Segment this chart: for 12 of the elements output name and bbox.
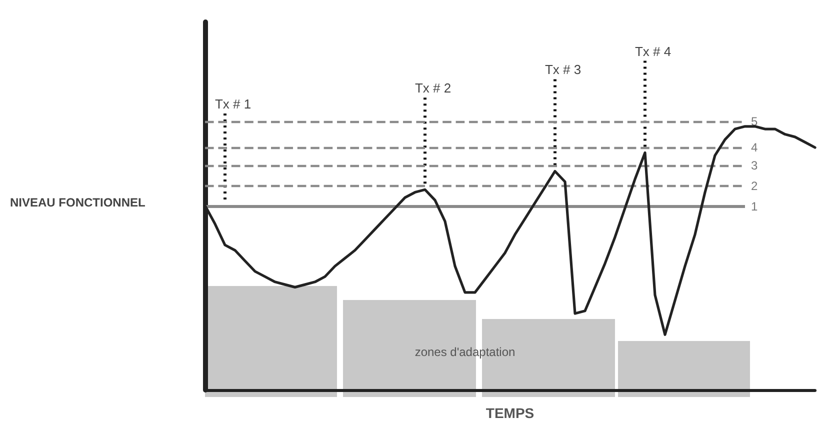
annotation: zones d'adaptation xyxy=(414,345,516,359)
x-axis-title: TEMPS xyxy=(486,405,534,421)
annotation: 1 xyxy=(751,200,758,214)
annotation: 3 xyxy=(751,158,758,172)
text: Tx # 1 xyxy=(214,96,252,112)
annotation: 4 xyxy=(751,140,758,155)
annotation: 5 xyxy=(751,114,758,128)
text: Tx # 4 xyxy=(634,44,672,59)
y-axis-title: NIVEAU FONCTIONNEL xyxy=(10,196,146,210)
annotation: 2 xyxy=(751,178,758,193)
text: Tx # 3 xyxy=(544,62,582,78)
text: Tx # 2 xyxy=(414,80,452,96)
